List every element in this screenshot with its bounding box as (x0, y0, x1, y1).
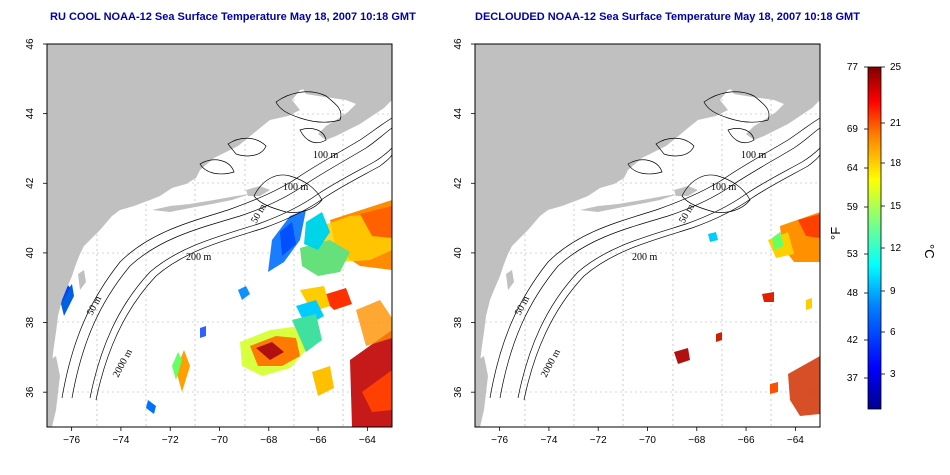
right-lat-tick-label: 42 (453, 177, 464, 189)
left-lon-tick-label: −66 (310, 435, 327, 446)
celsius-tick-label: 18 (890, 158, 902, 169)
fahrenheit-tick-label: 53 (847, 249, 859, 260)
left-lon-tick-label: −70 (211, 435, 228, 446)
colorbar-ticks: 77 69 64 59 53 48 42 37 25 21 18 15 12 9 6 3 (847, 62, 902, 384)
right-lat-tick-label: 44 (453, 108, 464, 120)
left-lon-tick-label: −74 (112, 435, 129, 446)
fahrenheit-tick-label: 37 (847, 373, 859, 384)
right-map-title: DECLOUDED NOAA-12 Sea Surface Temperatur… (475, 11, 860, 23)
celsius-label: °C (922, 244, 937, 259)
right-contour-label-1: 100 m (741, 150, 767, 161)
fahrenheit-label: °F (828, 227, 843, 240)
celsius-tick-label: 9 (890, 286, 896, 297)
celsius-tick-label: 6 (890, 327, 896, 338)
fahrenheit-tick-label: 48 (847, 288, 859, 299)
right-contour-label-4: 200 m (632, 252, 658, 263)
left-contour-label-1: 100 m (313, 150, 339, 161)
fahrenheit-tick-label: 64 (847, 163, 859, 174)
celsius-tick-label: 25 (890, 62, 902, 73)
left-lat-tick-label: 46 (25, 38, 36, 50)
left-lon-tick-label: −72 (162, 435, 179, 446)
left-lat-tick-label: 44 (25, 108, 36, 120)
celsius-tick-label: 12 (890, 243, 902, 254)
left-lat-tick-label: 42 (25, 177, 36, 189)
celsius-tick-label: 15 (890, 201, 902, 212)
right-lat-tick-label: 38 (453, 317, 464, 329)
right-contour-label-2: 100 m (711, 182, 737, 193)
right-lat-tick-label: 40 (453, 247, 464, 259)
left-lon-tick-label: −64 (359, 435, 376, 446)
right-lon-tick-label: −76 (491, 435, 508, 446)
left-contour-label-4: 200 m (186, 252, 212, 263)
right-lon-tick-label: −64 (787, 435, 804, 446)
fahrenheit-tick-label: 77 (847, 62, 859, 73)
left-lon-tick-label: −76 (63, 435, 80, 446)
celsius-tick-label: 3 (890, 369, 896, 380)
right-lat-tick-label: 36 (453, 386, 464, 398)
right-map-axes: −76 −74 −72 −70 −68 −66 −64 36 38 40 42 44 46 (453, 38, 804, 446)
colorbar-gradient (867, 66, 882, 410)
right-lon-tick-label: −72 (590, 435, 607, 446)
colorbar: 77 69 64 59 53 48 42 37 25 21 18 15 12 9 6 3 °F °C (828, 62, 937, 410)
right-lon-tick-label: −66 (738, 435, 755, 446)
fahrenheit-tick-label: 69 (847, 124, 859, 135)
right-lon-tick-label: −70 (639, 435, 656, 446)
celsius-tick-label: 21 (890, 118, 902, 129)
fahrenheit-tick-label: 42 (847, 335, 859, 346)
left-map: 100 m 100 m 50 m 200 m 50 m 2000 m (46, 43, 393, 428)
right-lat-tick-label: 46 (453, 38, 464, 50)
left-lon-tick-label: −68 (260, 435, 277, 446)
left-lat-tick-label: 36 (25, 386, 36, 398)
left-lat-tick-label: 40 (25, 247, 36, 259)
left-map-title: RU COOL NOAA-12 Sea Surface Temperature … (50, 11, 416, 23)
right-map: 100 m 100 m 50 m 200 m 50 m 2000 m (474, 43, 821, 428)
right-lon-tick-label: −68 (688, 435, 705, 446)
left-contour-label-2: 100 m (283, 182, 309, 193)
fahrenheit-tick-label: 59 (847, 202, 859, 213)
left-map-axes: −76 −74 −72 −70 −68 −66 −64 36 38 40 42 44 46 (25, 38, 376, 446)
right-lon-tick-label: −74 (540, 435, 557, 446)
left-lat-tick-label: 38 (25, 317, 36, 329)
